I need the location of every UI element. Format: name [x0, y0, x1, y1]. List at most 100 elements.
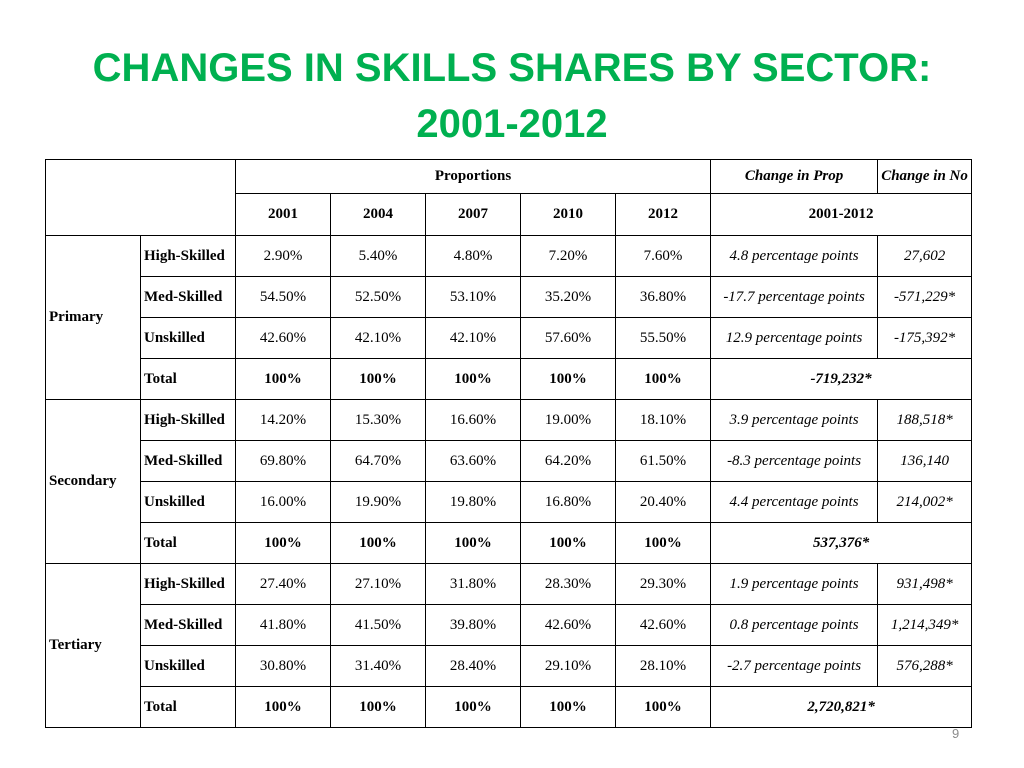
total-change-cell: 2,720,821*: [710, 686, 973, 728]
total-share-cell: 100%: [520, 686, 616, 728]
share-cell: 16.80%: [520, 481, 616, 523]
total-share-cell: 100%: [235, 686, 331, 728]
change-no-cell: 576,288*: [877, 645, 973, 687]
share-cell: 42.60%: [235, 317, 331, 359]
share-cell: 7.60%: [614, 235, 712, 277]
share-cell: 29.10%: [520, 645, 616, 687]
share-cell: 42.60%: [614, 604, 712, 646]
change-prop-cell: 3.9 percentage points: [710, 399, 879, 441]
share-cell: 19.90%: [330, 481, 426, 523]
share-cell: 30.80%: [235, 645, 331, 687]
share-cell: 35.20%: [520, 276, 616, 318]
total-label: Total: [140, 522, 236, 564]
share-cell: 19.80%: [425, 481, 521, 523]
total-share-cell: 100%: [330, 358, 426, 400]
change-no-cell: 214,002*: [877, 481, 973, 523]
share-cell: 27.10%: [330, 563, 426, 605]
skill-label: Unskilled: [140, 645, 236, 687]
skill-label: Med-Skilled: [140, 276, 236, 318]
period-header: 2001-2012: [710, 193, 973, 236]
change-prop-cell: -8.3 percentage points: [710, 440, 879, 482]
year-header: 2010: [520, 193, 616, 236]
share-cell: 64.70%: [330, 440, 426, 482]
skill-label: Med-Skilled: [140, 604, 236, 646]
table-row: Unskilled 42.60% 42.10% 42.10% 57.60% 55.50% 1…: [46, 317, 973, 359]
share-cell: 63.60%: [425, 440, 521, 482]
share-cell: 42.10%: [425, 317, 521, 359]
share-cell: 54.50%: [235, 276, 331, 318]
change-no-cell: -571,229*: [877, 276, 973, 318]
share-cell: 16.60%: [425, 399, 521, 441]
share-cell: 14.20%: [235, 399, 331, 441]
sector-label: Tertiary: [45, 563, 141, 728]
change-prop-cell: 4.4 percentage points: [710, 481, 879, 523]
change-no-header: Change in No: [877, 159, 973, 194]
change-prop-cell: 0.8 percentage points: [710, 604, 879, 646]
share-cell: 4.80%: [425, 235, 521, 277]
year-header: 2007: [425, 193, 521, 236]
skill-label: Med-Skilled: [140, 440, 236, 482]
table-row: Med-Skilled 41.80% 41.50% 39.80% 42.60% 42.60…: [46, 604, 973, 646]
skill-label: High-Skilled: [140, 399, 236, 441]
share-cell: 28.40%: [425, 645, 521, 687]
year-header: 2012: [614, 193, 712, 236]
change-prop-cell: -17.7 percentage points: [710, 276, 879, 318]
share-cell: 53.10%: [425, 276, 521, 318]
table-row: Unskilled 16.00% 19.90% 19.80% 16.80% 20.40% 4…: [46, 481, 973, 523]
total-row: Total 100% 100% 100% 100% 100% 2,720,821*: [46, 686, 973, 728]
skill-label: High-Skilled: [140, 563, 236, 605]
total-change-cell: -719,232*: [710, 358, 973, 400]
share-cell: 41.80%: [235, 604, 331, 646]
share-cell: 57.60%: [520, 317, 616, 359]
share-cell: 42.10%: [330, 317, 426, 359]
slide-title: CHANGES IN SKILLS SHARES BY SECTOR: 2001…: [0, 40, 1024, 152]
change-prop-cell: -2.7 percentage points: [710, 645, 879, 687]
table-row: Med-Skilled 69.80% 64.70% 63.60% 64.20% 61.50…: [46, 440, 973, 482]
table-header-row: Proportions Change in Prop Change in No: [45, 159, 973, 236]
total-share-cell: 100%: [614, 358, 712, 400]
change-no-cell: 27,602: [877, 235, 973, 277]
share-cell: 20.40%: [614, 481, 712, 523]
slide-title-line2: 2001-2012: [416, 102, 608, 146]
share-cell: 15.30%: [330, 399, 426, 441]
total-change-cell: 537,376*: [710, 522, 973, 564]
year-header: 2001: [235, 193, 331, 236]
share-cell: 27.40%: [235, 563, 331, 605]
table-row: Med-Skilled 54.50% 52.50% 53.10% 35.20% 36.80…: [46, 276, 973, 318]
share-cell: 29.30%: [614, 563, 712, 605]
total-share-cell: 100%: [614, 686, 712, 728]
table-row: Unskilled 30.80% 31.40% 28.40% 29.10% 28.10% -…: [46, 645, 973, 687]
change-no-cell: 136,140: [877, 440, 973, 482]
share-cell: 5.40%: [330, 235, 426, 277]
total-row: Total 100% 100% 100% 100% 100% 537,376*: [46, 522, 973, 564]
share-cell: 28.10%: [614, 645, 712, 687]
share-cell: 31.40%: [330, 645, 426, 687]
share-cell: 28.30%: [520, 563, 616, 605]
share-cell: 2.90%: [235, 235, 331, 277]
share-cell: 31.80%: [425, 563, 521, 605]
total-share-cell: 100%: [520, 358, 616, 400]
share-cell: 64.20%: [520, 440, 616, 482]
change-no-cell: 188,518*: [877, 399, 973, 441]
table-row: Primary High-Skilled 2.90% 5.40% 4.80% 7.20% 7…: [45, 235, 973, 400]
change-no-cell: 931,498*: [877, 563, 973, 605]
change-prop-cell: 1.9 percentage points: [710, 563, 879, 605]
total-label: Total: [140, 686, 236, 728]
share-cell: 52.50%: [330, 276, 426, 318]
table-row: Secondary High-Skilled 14.20% 15.30% 16.60% 1…: [45, 399, 973, 564]
share-cell: 36.80%: [614, 276, 712, 318]
share-cell: 18.10%: [614, 399, 712, 441]
sector-label: Primary: [45, 235, 141, 400]
slide-title-line1: CHANGES IN SKILLS SHARES BY SECTOR:: [92, 46, 932, 90]
total-row: Total 100% 100% 100% 100% 100% -719,232*: [46, 358, 973, 400]
change-no-cell: 1,214,349*: [877, 604, 973, 646]
change-prop-cell: 12.9 percentage points: [710, 317, 879, 359]
sector-label: Secondary: [45, 399, 141, 564]
table-row: Tertiary High-Skilled 27.40% 27.10% 31.80% 28…: [45, 563, 973, 728]
total-share-cell: 100%: [614, 522, 712, 564]
total-share-cell: 100%: [330, 686, 426, 728]
total-share-cell: 100%: [425, 358, 521, 400]
corner-cell: [45, 159, 236, 236]
proportions-header: Proportions: [234, 159, 712, 194]
share-cell: 41.50%: [330, 604, 426, 646]
